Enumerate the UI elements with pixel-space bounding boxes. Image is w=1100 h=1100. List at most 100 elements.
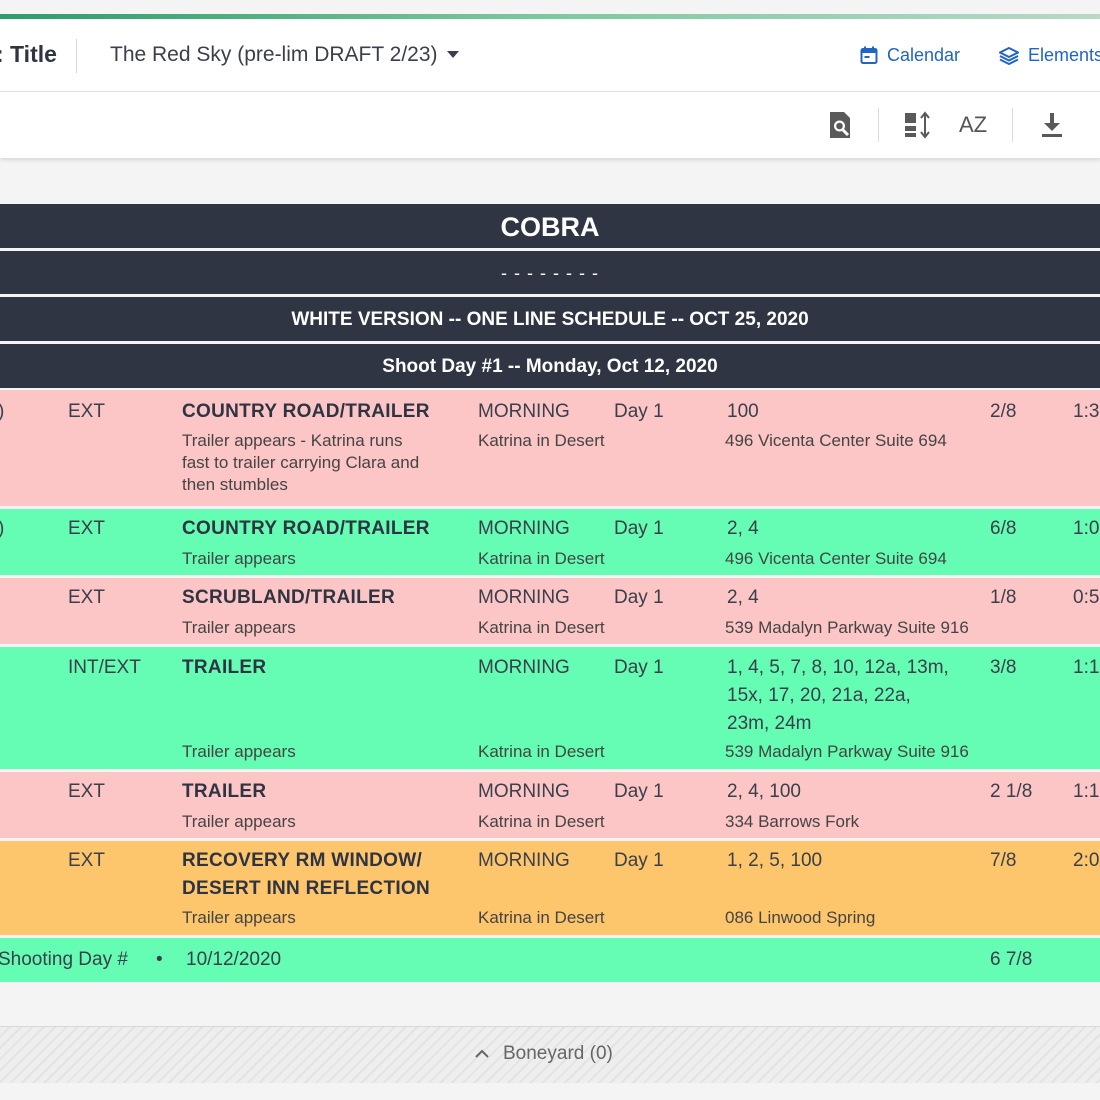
sort-columns-icon[interactable]: [904, 110, 934, 140]
schedule-version: WHITE VERSION -- ONE LINE SCHEDULE -- OC…: [291, 309, 809, 330]
toolbar: AZ: [0, 92, 1100, 158]
scene-number: ): [0, 518, 4, 540]
duration: 1:1: [1073, 781, 1100, 802]
toolbar-divider: [1012, 108, 1013, 142]
scene-strip[interactable]: ) EXT COUNTRY ROAD/TRAILER Trailer appea…: [0, 509, 1100, 575]
calendar-link-label: Calendar: [887, 45, 961, 65]
scene-description: then stumbles: [182, 475, 288, 494]
duration: 1:3: [1073, 401, 1100, 422]
location: 496 Vicenta Center Suite 694: [725, 549, 947, 568]
total-page-count: 6 7/8: [990, 949, 1033, 970]
search-doc-icon[interactable]: [826, 110, 854, 140]
boneyard-toggle[interactable]: Boneyard (0): [475, 1043, 613, 1065]
page-count: 1/8: [990, 587, 1017, 608]
scene-strip[interactable]: EXT SCRUBLAND/TRAILER Trailer appears MO…: [0, 578, 1100, 644]
int-ext: EXT: [68, 587, 105, 608]
sequence: Katrina in Desert: [478, 431, 605, 450]
story-day: Day 1: [614, 850, 664, 871]
shoot-day-header[interactable]: Shoot Day #1 -- Monday, Oct 12, 2020: [0, 344, 1100, 388]
cast-ids: 1, 2, 5, 100: [727, 850, 823, 871]
boneyard-label: Boneyard (0): [503, 1043, 613, 1064]
calendar-icon: [860, 46, 878, 64]
story-day: Day 1: [614, 781, 664, 802]
bullet-separator: •: [156, 949, 163, 970]
app-header: : Title The Red Sky (pre-lim DRAFT 2/23)…: [0, 19, 1100, 92]
boneyard-panel[interactable]: Boneyard (0): [0, 1026, 1100, 1083]
schedule-title: COBRA: [0, 204, 1100, 248]
cast-ids: 2, 4: [727, 518, 759, 539]
time-of-day: MORNING: [478, 657, 570, 678]
time-of-day: MORNING: [478, 401, 570, 422]
sequence: Katrina in Desert: [478, 908, 605, 927]
set-name: COUNTRY ROAD/TRAILER: [182, 518, 430, 539]
shooting-day-label: Shooting Day #: [0, 949, 128, 970]
set-name-line2: DESERT INN REFLECTION: [182, 878, 431, 899]
project-title[interactable]: : Title: [0, 41, 57, 67]
schedule-dashes: - - - - - - - -: [501, 263, 599, 283]
sequence: Katrina in Desert: [478, 549, 605, 568]
page-count: 2/8: [990, 401, 1017, 422]
duration: 1:1: [1073, 657, 1100, 678]
set-name: SCRUBLAND/TRAILER: [182, 587, 396, 608]
schedule-dashes-band: - - - - - - - -: [0, 251, 1100, 294]
scene-description: Trailer appears: [182, 742, 296, 761]
duration: 2:0: [1073, 850, 1100, 871]
cast-ids: 1, 4, 5, 7, 8, 10, 12a, 13m,: [727, 657, 949, 678]
scene-description: Trailer appears: [182, 618, 296, 637]
layers-icon: [999, 46, 1019, 65]
scene-strip[interactable]: ) EXT COUNTRY ROAD/TRAILER Trailer appea…: [0, 390, 1100, 506]
location: 539 Madalyn Parkway Suite 916: [725, 618, 969, 637]
set-name: TRAILER: [182, 781, 267, 802]
location: 496 Vicenta Center Suite 694: [725, 431, 947, 450]
story-day: Day 1: [614, 401, 664, 422]
cast-ids: 15x, 17, 20, 21a, 22a,: [727, 685, 911, 706]
draft-selector-label[interactable]: The Red Sky (pre-lim DRAFT 2/23): [110, 43, 438, 66]
time-of-day: MORNING: [478, 587, 570, 608]
time-of-day: MORNING: [478, 850, 570, 871]
page-count: 3/8: [990, 657, 1017, 678]
location: 539 Madalyn Parkway Suite 916: [725, 742, 969, 761]
top-accent-stripe: [0, 14, 1100, 19]
cast-ids: 2, 4: [727, 587, 759, 608]
page-count: 6/8: [990, 518, 1017, 539]
shoot-day-header-text: Shoot Day #1 -- Monday, Oct 12, 2020: [382, 356, 718, 377]
story-day: Day 1: [614, 587, 664, 608]
scene-number: ): [0, 401, 4, 423]
story-day: Day 1: [614, 518, 664, 539]
scene-description: Trailer appears: [182, 549, 296, 568]
sequence: Katrina in Desert: [478, 618, 605, 637]
int-ext: EXT: [68, 518, 105, 539]
elements-link[interactable]: Elements: [999, 45, 1100, 66]
shooting-date: 10/12/2020: [186, 949, 282, 970]
header-divider: [76, 39, 77, 73]
day-total-strip[interactable]: Shooting Day # • 10/12/2020 6 7/8: [0, 938, 1100, 982]
scene-strip[interactable]: EXT TRAILER Trailer appears MORNING Day …: [0, 772, 1100, 838]
scene-description: Trailer appears: [182, 812, 296, 831]
set-name: COUNTRY ROAD/TRAILER: [182, 401, 430, 422]
schedule-title-text: COBRA: [500, 212, 600, 242]
duration: 1:0: [1073, 518, 1100, 539]
download-icon[interactable]: [1039, 110, 1065, 140]
scene-strip[interactable]: EXT RECOVERY RM WINDOW/ DESERT INN REFLE…: [0, 841, 1100, 935]
time-of-day: MORNING: [478, 518, 570, 539]
int-ext: EXT: [68, 401, 105, 422]
scene-description: fast to trailer carrying Clara and: [182, 453, 420, 472]
story-day: Day 1: [614, 657, 664, 678]
scene-description: Trailer appears - Katrina runs: [182, 431, 403, 450]
page-count: 2 1/8: [990, 781, 1033, 802]
set-name: TRAILER: [182, 657, 267, 678]
cast-ids: 2, 4, 100: [727, 781, 801, 802]
time-of-day: MORNING: [478, 781, 570, 802]
scene-strip[interactable]: INT/EXT TRAILER Trailer appears MORNING …: [0, 647, 1100, 769]
int-ext: EXT: [68, 850, 105, 871]
sort-az-icon[interactable]: AZ: [957, 110, 989, 140]
location: 334 Barrows Fork: [725, 812, 860, 831]
page-count: 7/8: [990, 850, 1017, 871]
toolbar-divider: [878, 108, 879, 142]
sort-az-label: AZ: [958, 112, 988, 137]
calendar-link[interactable]: Calendar: [860, 45, 960, 66]
chevron-down-icon[interactable]: [447, 51, 459, 58]
int-ext: INT/EXT: [68, 657, 141, 678]
duration: 0:5: [1073, 587, 1100, 608]
elements-link-label: Elements: [1028, 45, 1100, 65]
